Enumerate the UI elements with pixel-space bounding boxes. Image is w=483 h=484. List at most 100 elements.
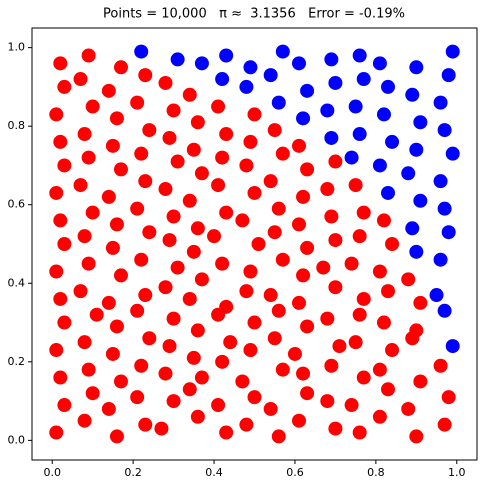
point: [85, 99, 100, 114]
point: [441, 390, 456, 405]
point: [154, 421, 169, 436]
point: [194, 370, 209, 385]
point: [190, 115, 205, 130]
point: [166, 209, 181, 224]
point: [381, 382, 395, 397]
point: [271, 303, 286, 318]
point: [162, 130, 177, 145]
x-tick-label: 1.0: [448, 466, 466, 479]
point: [385, 343, 400, 358]
point: [275, 146, 290, 161]
point: [300, 240, 315, 255]
point: [437, 303, 452, 318]
point: [376, 107, 391, 122]
point: [158, 366, 173, 381]
point: [376, 213, 391, 228]
point: [109, 319, 124, 334]
point: [372, 264, 387, 279]
point: [243, 264, 258, 279]
y-tick-label: 0.6: [8, 198, 26, 211]
point: [344, 150, 359, 165]
y-tick-label: 0.8: [8, 119, 26, 132]
point: [267, 225, 282, 240]
point: [49, 425, 64, 440]
point: [77, 127, 92, 142]
point: [405, 221, 420, 236]
point: [162, 233, 177, 248]
point: [296, 268, 311, 283]
point: [413, 193, 428, 208]
point: [166, 103, 181, 118]
point: [316, 260, 331, 275]
point: [73, 72, 88, 87]
point: [243, 60, 258, 75]
point: [130, 303, 145, 318]
point: [320, 103, 335, 118]
point: [328, 280, 343, 295]
chart-title: Points = 10,000 π ≈ 3.1356 Error = -0.19…: [103, 7, 405, 22]
point: [437, 123, 452, 138]
point: [101, 189, 116, 204]
point: [53, 56, 68, 71]
point: [267, 331, 282, 346]
point: [263, 401, 278, 416]
point: [433, 174, 448, 189]
point: [413, 115, 428, 130]
point: [433, 358, 448, 373]
point: [109, 429, 124, 444]
point: [105, 240, 120, 255]
point: [445, 44, 460, 59]
point: [186, 142, 201, 157]
point: [162, 339, 177, 354]
point: [344, 256, 359, 271]
point: [263, 68, 278, 83]
point: [182, 87, 197, 102]
point: [247, 315, 262, 330]
point: [356, 291, 371, 306]
point: [190, 323, 205, 338]
point: [219, 425, 234, 440]
point: [182, 382, 197, 397]
point: [385, 134, 400, 149]
point: [352, 425, 367, 440]
point: [271, 95, 286, 110]
point: [223, 335, 238, 350]
point: [134, 358, 149, 373]
point: [292, 413, 306, 428]
point: [170, 260, 185, 275]
point: [77, 229, 92, 244]
point: [239, 284, 254, 299]
point: [409, 244, 424, 259]
point: [348, 335, 363, 350]
point: [134, 252, 149, 267]
point: [320, 182, 335, 197]
point: [352, 127, 367, 142]
point: [441, 225, 456, 240]
point: [138, 288, 153, 303]
point: [352, 307, 367, 322]
point: [142, 331, 157, 346]
point: [381, 284, 395, 299]
point: [158, 75, 173, 90]
point: [445, 339, 460, 354]
plot-area: [49, 44, 460, 444]
point: [296, 366, 311, 381]
point: [441, 68, 456, 83]
point: [263, 174, 278, 189]
point: [85, 205, 100, 220]
point: [320, 394, 335, 409]
point: [57, 315, 72, 330]
point: [385, 237, 400, 251]
point: [130, 390, 145, 405]
point: [409, 142, 424, 157]
point: [328, 154, 343, 169]
point: [215, 256, 230, 271]
point: [324, 358, 339, 373]
point: [247, 107, 262, 122]
point: [170, 154, 185, 169]
point: [49, 343, 64, 358]
point: [243, 343, 258, 358]
point: [292, 138, 306, 153]
y-tick-label: 0.2: [8, 355, 26, 368]
